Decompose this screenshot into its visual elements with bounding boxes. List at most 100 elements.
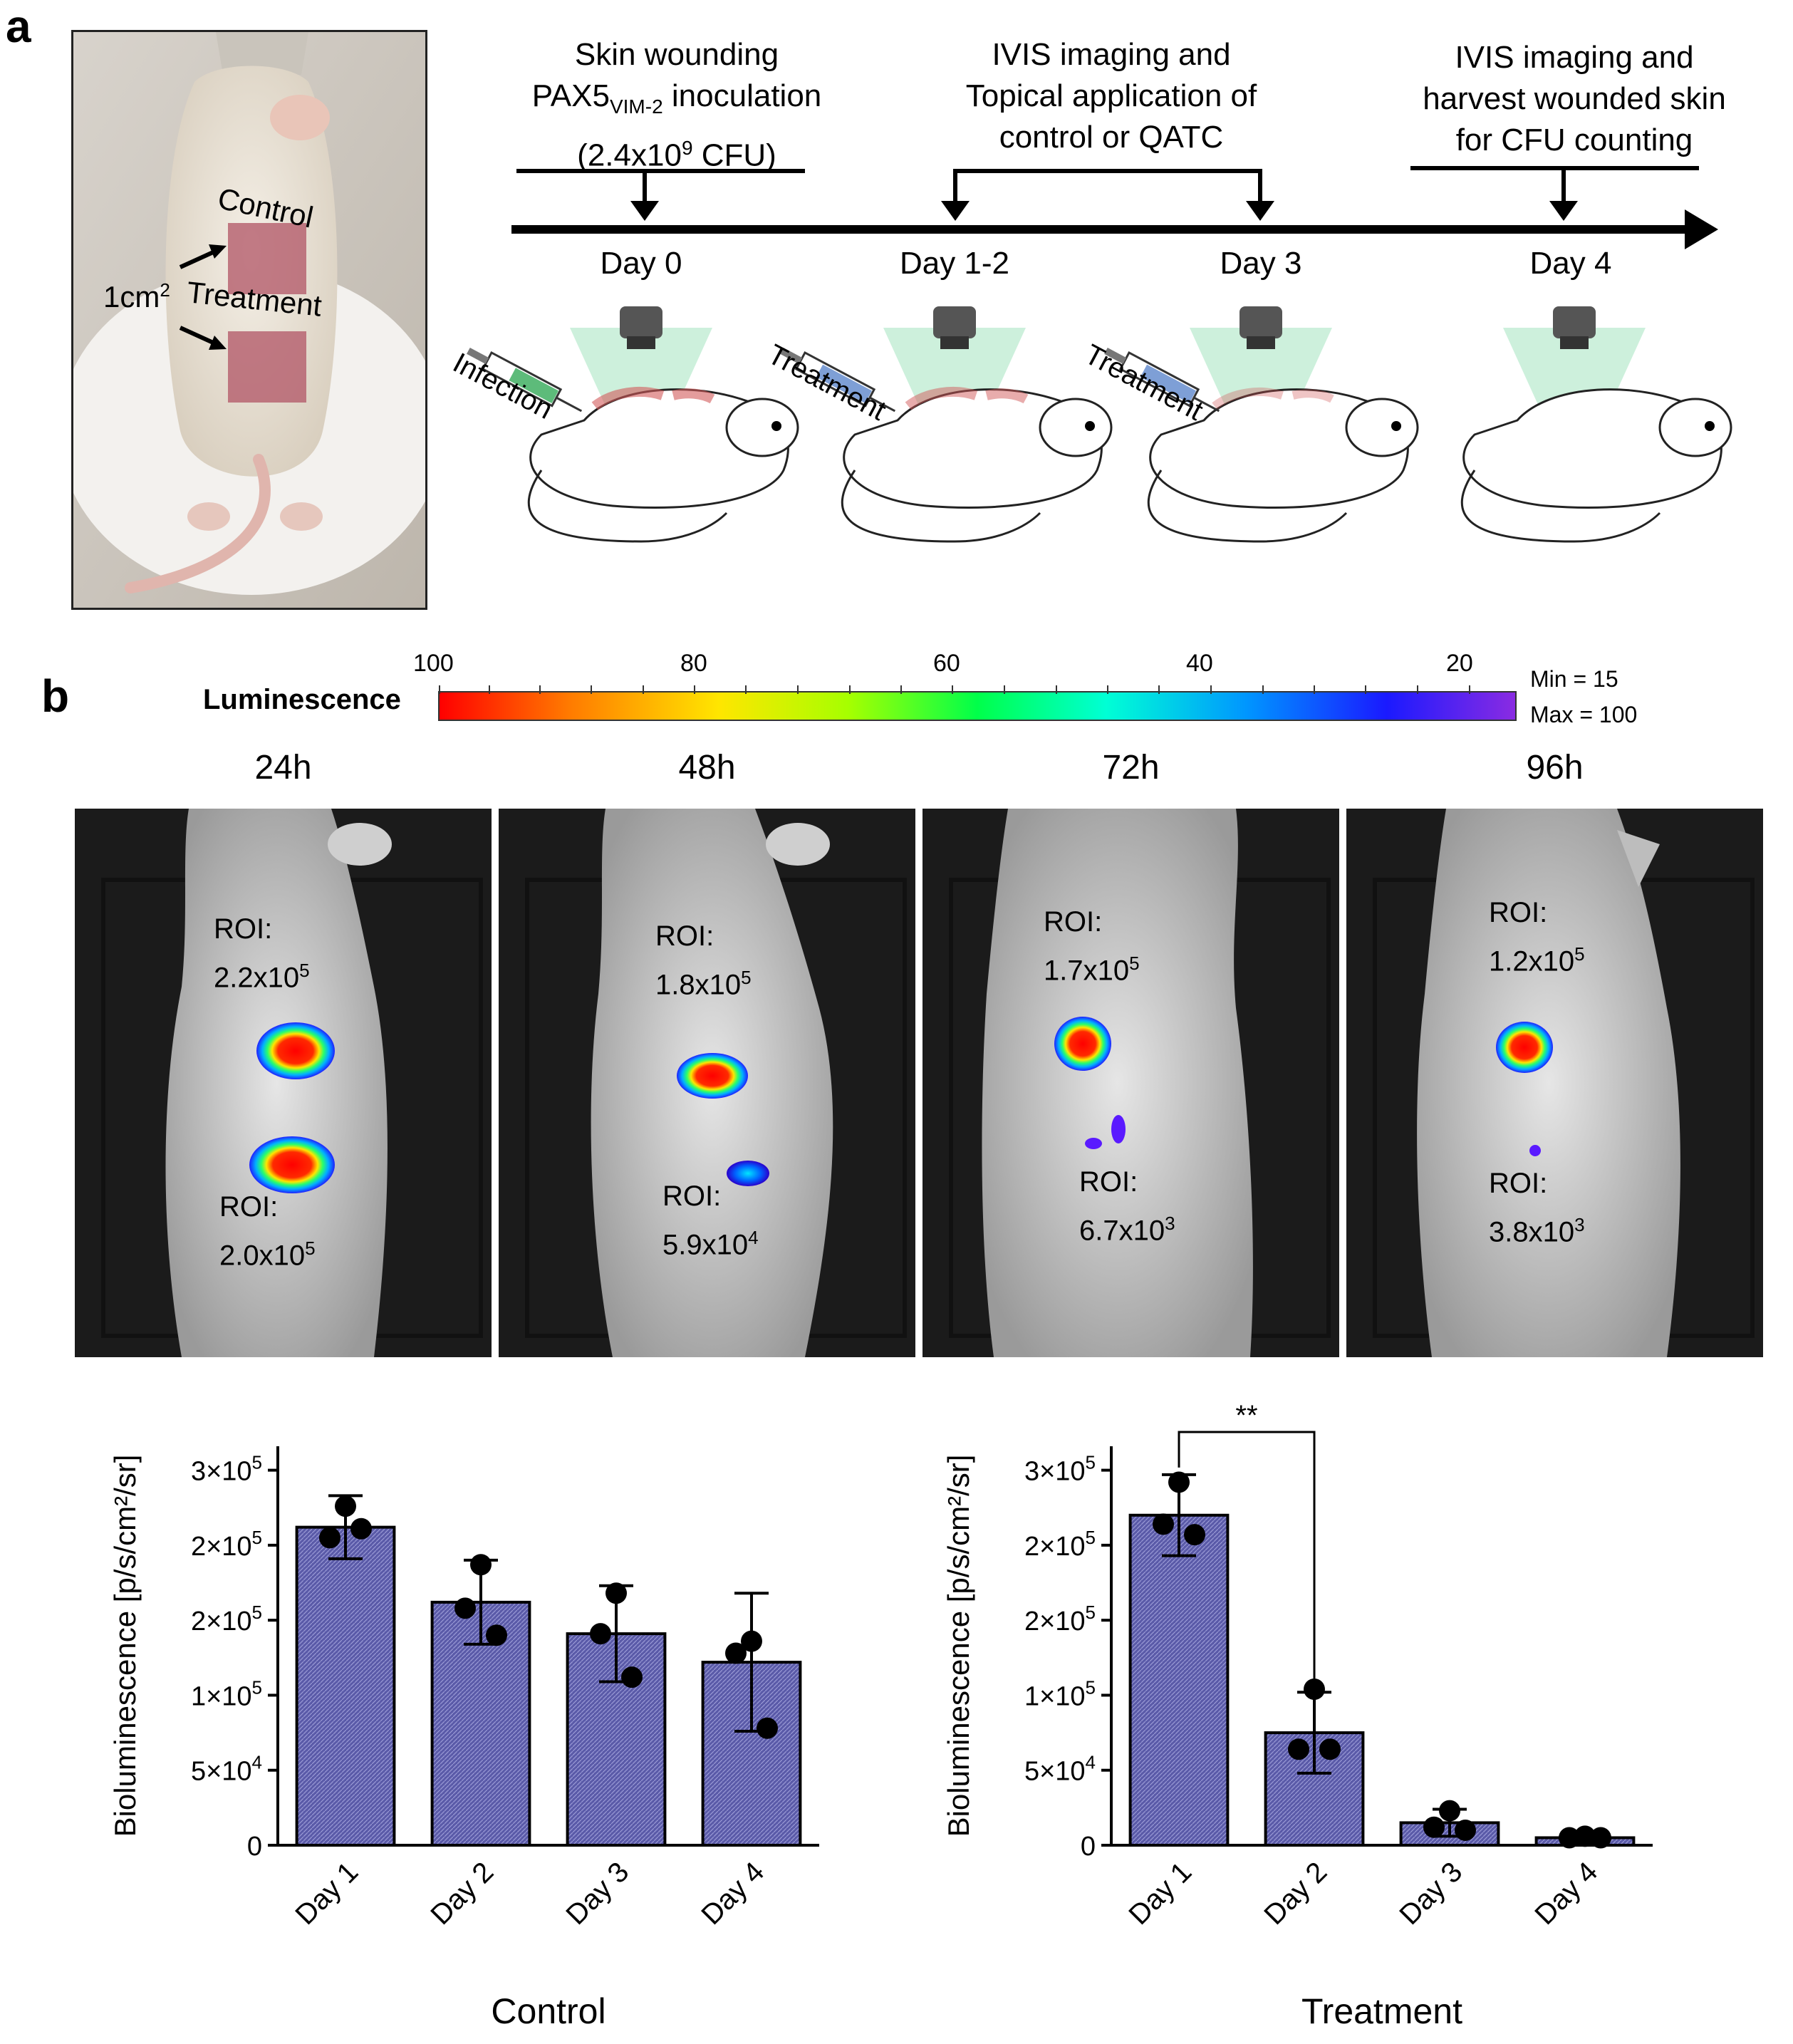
y-axis-label: Bioluminescence [p/s/cm²/sr]: [108, 1455, 142, 1837]
data-point: [1559, 1827, 1580, 1849]
y-tick-label: 2×105: [191, 1527, 262, 1562]
timeline-step-3: IVIS imaging and harvest wounded skin fo…: [1423, 40, 1726, 157]
data-point: [725, 1642, 747, 1664]
timeline-day-1-2: Day 1-2: [899, 246, 1010, 281]
ivis-image-24h: [75, 809, 492, 1357]
station-day3: [1147, 306, 1419, 543]
data-point: [1439, 1800, 1460, 1822]
timeline-graphic: [467, 166, 1732, 543]
colorbar-ticks: [439, 685, 1470, 694]
colorbar-tick-100: 100: [413, 650, 454, 677]
y-tick-label: 2×105: [1024, 1527, 1096, 1562]
roi-72h-bottom: ROI: 6.7x103: [1079, 1166, 1175, 1247]
colorbar-tick-60: 60: [933, 650, 960, 677]
data-point: [1168, 1471, 1190, 1493]
bar-chart-treatment: 0 5×104 1×105 2×105 2×105 3×105 Bioluminescenc…: [942, 1400, 1653, 2031]
data-point: [335, 1495, 356, 1518]
y-tick-label: 3×105: [1024, 1452, 1096, 1487]
data-point: [757, 1717, 778, 1739]
colorbar-tick-40: 40: [1186, 650, 1213, 677]
x-tick-label: Day 3: [1393, 1856, 1468, 1931]
x-tick-label: Day 3: [560, 1856, 635, 1931]
timeline-step-1: Skin wounding PAX5VIM-2 inoculation (2.4…: [531, 37, 822, 173]
roi-24h-top: ROI: 2.2x105: [214, 913, 310, 994]
roi-24h-bottom: ROI: 2.0x105: [219, 1191, 316, 1272]
photo-label-area: 1cm2: [103, 279, 170, 313]
y-tick-label: 2×105: [191, 1602, 262, 1636]
y-axis-label: Bioluminescence [p/s/cm²/sr]: [942, 1455, 975, 1837]
data-point: [470, 1554, 492, 1576]
roi-48h-bottom: ROI: 5.9x104: [662, 1181, 759, 1261]
roi-72h-top: ROI: 1.7x105: [1044, 906, 1140, 987]
data-point: [319, 1527, 341, 1549]
timeline-day-4: Day 4: [1529, 246, 1612, 281]
x-tick-label: Day 2: [1258, 1856, 1333, 1931]
ivis-image-72h: [923, 809, 1339, 1357]
mouse-photo: [71, 30, 427, 610]
y-tick-label: 3×105: [191, 1452, 262, 1487]
y-tick-label: 5×104: [1024, 1752, 1096, 1787]
data-point: [1153, 1513, 1174, 1535]
time-label-72h: 72h: [1102, 749, 1160, 787]
bar-chart-control: 0 5×104 1×105 2×105 2×105 3×105 Bioluminescenc…: [108, 1446, 819, 2031]
syringe-treatment-icon: [780, 347, 896, 413]
panel-letter-a: a: [6, 1, 31, 52]
data-point: [486, 1624, 507, 1646]
ivis-image-48h: [499, 809, 915, 1357]
data-point: [606, 1582, 627, 1604]
data-point: [1455, 1819, 1476, 1841]
ivis-image-72h-illustration: [949, 809, 1331, 1357]
y-tick-label: 1×105: [191, 1676, 262, 1711]
data-point: [1184, 1524, 1205, 1546]
roi-96h-bottom: ROI: 3.8x103: [1489, 1168, 1585, 1248]
y-tick-label: 5×104: [191, 1752, 262, 1787]
y-tick-label: 0: [1081, 1832, 1096, 1862]
timeline-day-3: Day 3: [1220, 246, 1302, 281]
x-tick-label: Day 4: [695, 1856, 770, 1931]
station-day0: [527, 306, 799, 543]
x-tick-label: Day 1: [289, 1856, 364, 1931]
ivis-image-24h-illustration: [101, 809, 483, 1357]
bar-day-1: [1128, 1513, 1230, 1847]
ivis-image-48h-illustration: [525, 809, 907, 1357]
syringe-treatment-2-icon: [1104, 347, 1220, 413]
y-tick-label: 2×105: [1024, 1602, 1096, 1636]
timeline-day-0: Day 0: [600, 246, 682, 281]
x-tick-label: Day 1: [1123, 1856, 1197, 1931]
roi-48h-top: ROI: 1.8x105: [655, 920, 752, 1001]
x-tick-label: Day 2: [425, 1856, 499, 1931]
x-axis-label: Control: [491, 1991, 606, 2031]
data-point: [741, 1630, 762, 1652]
station-day4: [1460, 306, 1732, 543]
data-point: [1574, 1825, 1596, 1847]
data-point: [1423, 1816, 1445, 1838]
colorbar-label: Luminescence: [203, 684, 401, 715]
data-point: [350, 1518, 372, 1540]
x-tick-label: Day 4: [1529, 1856, 1604, 1931]
time-label-24h: 24h: [254, 749, 312, 787]
data-point: [1319, 1738, 1341, 1760]
panel-letter-b: b: [41, 670, 70, 722]
bar-day-1: [295, 1525, 396, 1847]
y-tick-label: 0: [247, 1832, 262, 1862]
x-axis-label: Treatment: [1301, 1991, 1462, 2031]
roi-96h-top: ROI: 1.2x105: [1489, 897, 1585, 977]
timeline-step-2: IVIS imaging and Topical application of …: [965, 37, 1257, 155]
data-point: [1288, 1738, 1309, 1760]
significance-label: **: [1235, 1400, 1257, 1431]
colorbar-min: Min = 15: [1530, 666, 1618, 692]
syringe-infection-icon: [467, 347, 583, 413]
data-point: [590, 1623, 611, 1645]
colorbar-tick-20: 20: [1446, 650, 1473, 677]
data-point: [621, 1666, 643, 1688]
station-day1-2: [841, 306, 1113, 543]
mouse-photo-illustration: [73, 32, 425, 608]
time-label-48h: 48h: [678, 749, 736, 787]
colorbar: [438, 691, 1517, 721]
colorbar-max: Max = 100: [1530, 702, 1638, 727]
data-point: [454, 1597, 476, 1619]
data-point: [1590, 1827, 1611, 1849]
y-tick-label: 1×105: [1024, 1676, 1096, 1711]
time-label-96h: 96h: [1526, 749, 1584, 787]
significance-bracket: [1178, 1431, 1316, 1773]
